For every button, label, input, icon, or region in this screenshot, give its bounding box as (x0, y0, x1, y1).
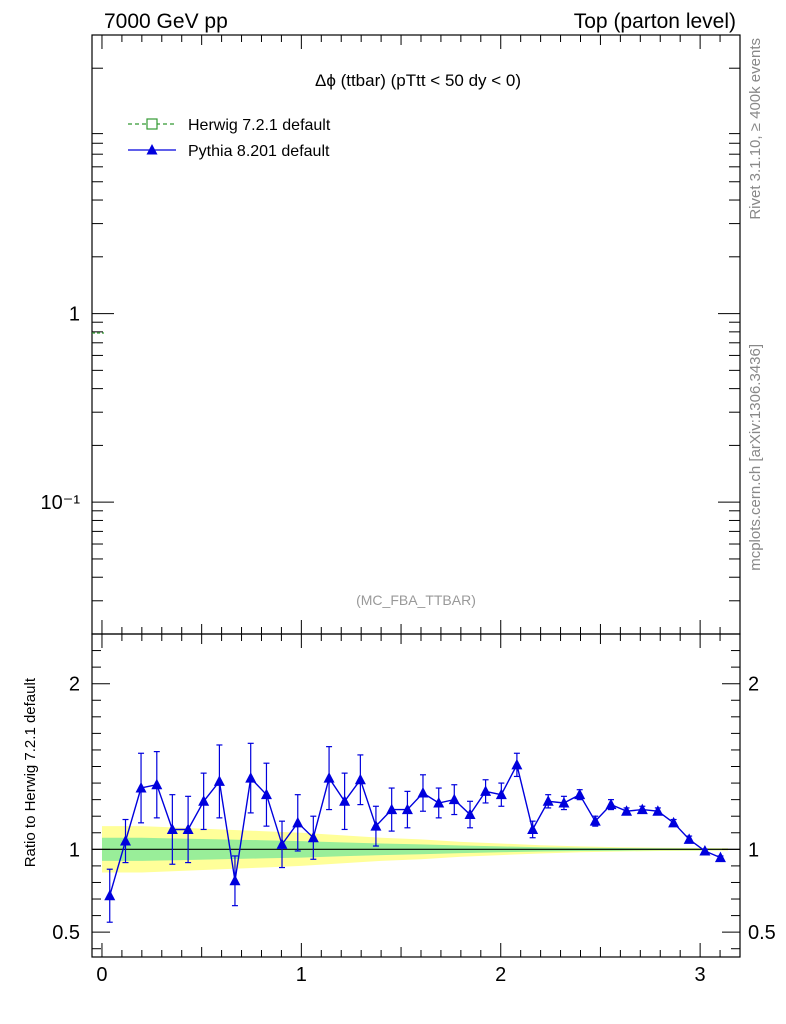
pythia-point (495, 788, 507, 800)
pythia-point (417, 787, 429, 798)
pythia-point (652, 805, 664, 816)
ratio-ylabel: Ratio to Herwig 7.2.1 default (22, 677, 39, 867)
pythia-point (151, 778, 163, 790)
pythia-point (119, 835, 131, 846)
legend-label-herwig: Herwig 7.2.1 default (188, 117, 331, 134)
pythia-point (213, 775, 225, 786)
legend-entry-pythia: Pythia 8.201 default (128, 143, 330, 160)
pythia-point (307, 831, 319, 843)
pythia-point (480, 785, 492, 796)
x-tick-label: 1 (296, 964, 307, 986)
pythia-point (699, 844, 711, 856)
pythia-point (683, 833, 695, 844)
legend: Herwig 7.2.1 default Pythia 8.201 defaul… (128, 117, 331, 160)
pythia-point (339, 795, 351, 806)
ratio-y-tick-label-left: 2 (69, 674, 80, 696)
pythia-point (636, 803, 648, 815)
open-square-icon (146, 118, 158, 130)
pythia-point (245, 772, 257, 783)
mcplots-label: mcplots.cern.ch [arXiv:1306.3436] (747, 344, 764, 571)
pythia-point (464, 808, 476, 820)
legend-entry-herwig: Herwig 7.2.1 default (128, 117, 331, 134)
pythia-point (574, 788, 586, 800)
pythia-series (104, 742, 726, 923)
pythia-point (386, 803, 398, 815)
ratio-y-tick-label-left: 0.5 (52, 922, 80, 944)
header-right: Top (parton level) (574, 10, 736, 33)
pythia-line (109, 762, 721, 896)
axis-ticks: 0 1 2 3 0.5 0.5 1 1 2 2 1 10⁻¹ (41, 34, 776, 986)
pythia-point (668, 816, 680, 828)
ratio-y-tick-label-right: 2 (748, 674, 759, 696)
ratio-y-tick-label-right: 1 (748, 839, 759, 861)
ratio-y-tick-label-right: 0.5 (748, 922, 776, 944)
pythia-point (104, 889, 116, 901)
pythia-point (292, 816, 304, 828)
pythia-point (542, 795, 554, 806)
pythia-point (354, 773, 366, 785)
pythia-point (323, 772, 335, 783)
pythia-point (182, 823, 194, 834)
rivet-label: Rivet 3.1.10, ≥ 400k events (747, 38, 764, 220)
pythia-point (166, 823, 178, 834)
pythia-point (714, 851, 726, 863)
ratio-panel-frame (91, 633, 741, 958)
header-left: 7000 GeV pp (104, 10, 228, 33)
pythia-point (527, 823, 539, 834)
main-title: Δϕ (ttbar) (pTtt < 50 dy < 0) (315, 71, 521, 90)
legend-label-pythia: Pythia 8.201 default (188, 143, 330, 160)
x-tick-label: 2 (495, 964, 506, 986)
filled-triangle-icon (146, 144, 158, 155)
pythia-point (276, 838, 288, 849)
pythia-point (135, 782, 147, 793)
pythia-point (558, 796, 570, 808)
x-tick-label: 0 (96, 964, 107, 986)
pythia-point (229, 874, 241, 886)
pythia-point (621, 805, 633, 816)
pythia-point (260, 788, 272, 800)
main-y-tick-label: 1 (69, 304, 80, 326)
pythia-point (198, 795, 210, 806)
pythia-point (433, 796, 445, 808)
pythia-point (605, 798, 617, 810)
pythia-point (589, 815, 601, 826)
pythia-point (401, 803, 413, 815)
pythia-point (370, 820, 382, 831)
main-y-tick-label: 10⁻¹ (41, 492, 81, 514)
ratio-y-tick-label-left: 1 (69, 839, 80, 861)
watermark: (MC_FBA_TTBAR) (356, 592, 476, 608)
pythia-point (448, 793, 460, 805)
pythia-point (511, 758, 523, 770)
x-tick-label: 3 (695, 964, 706, 986)
